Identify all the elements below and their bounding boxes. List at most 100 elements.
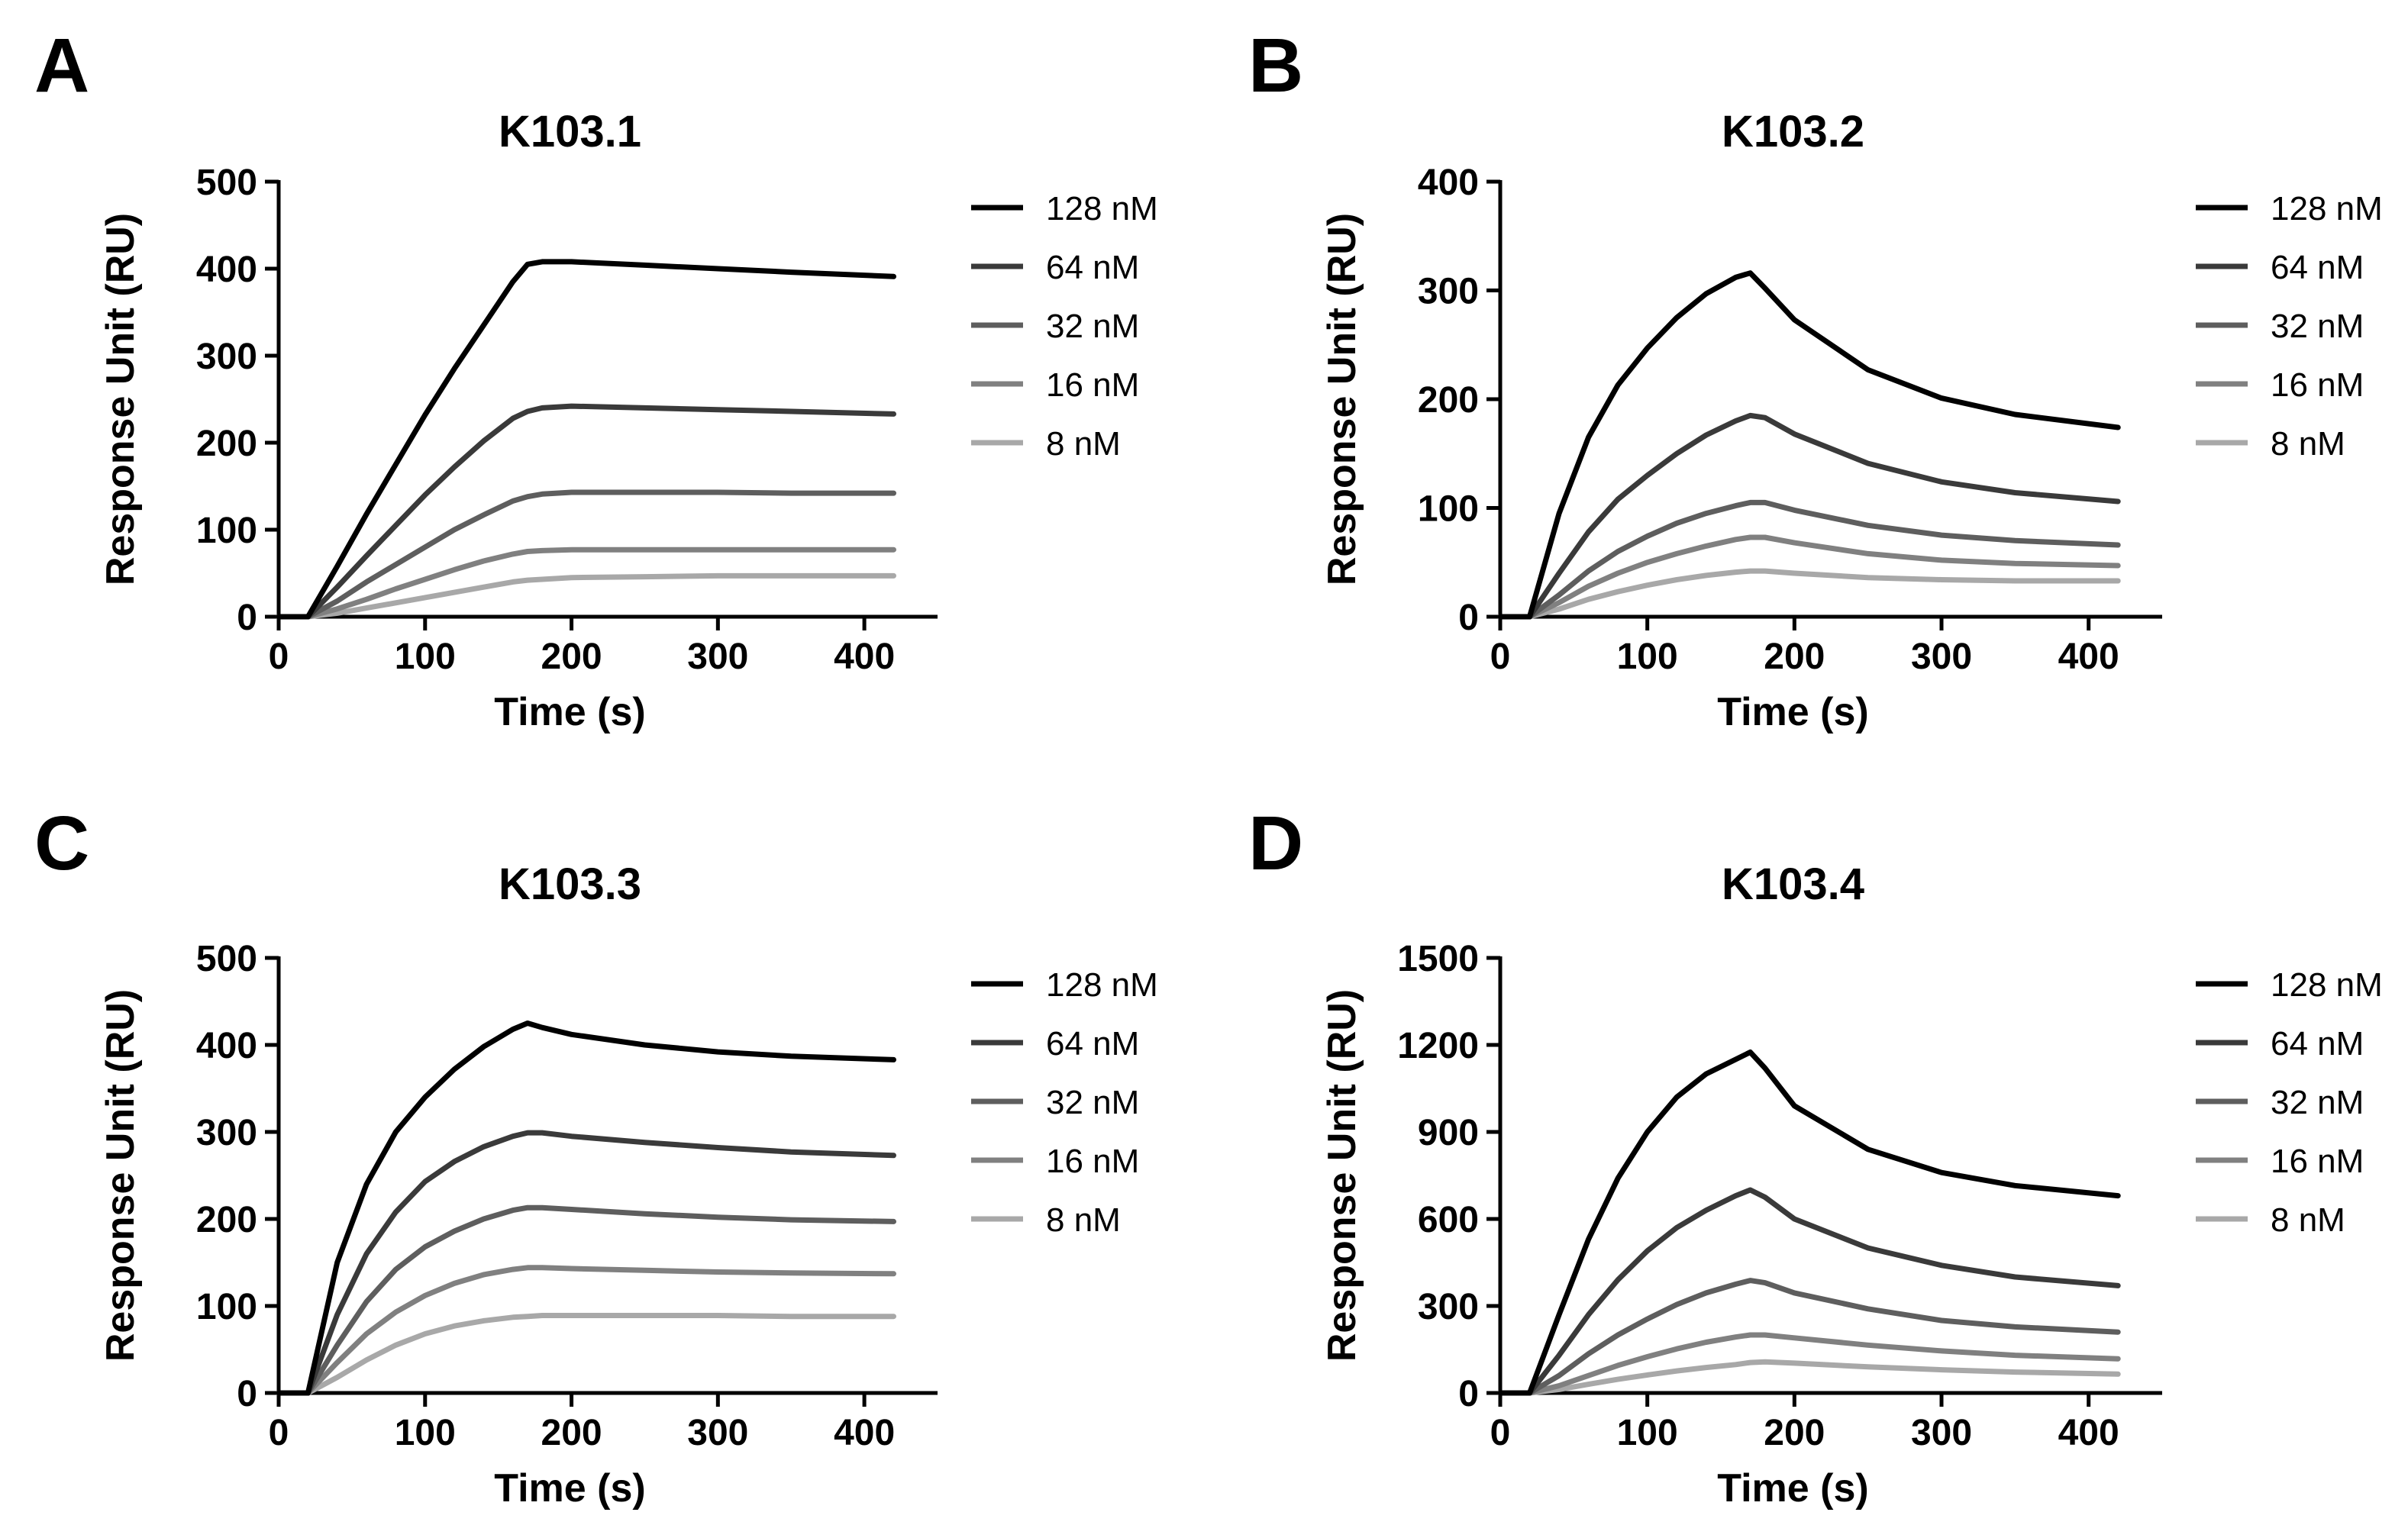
series-line-64-nm xyxy=(276,403,896,620)
series-line-32-nm xyxy=(1497,499,2121,620)
x-axis-label: Time (s) xyxy=(1717,690,1868,734)
y-tick-label: 200 xyxy=(196,1200,257,1240)
panel-label: A xyxy=(34,23,89,108)
x-tick-label: 200 xyxy=(1764,1413,1825,1453)
chart-title: K103.2 xyxy=(1722,107,1864,156)
panel-b: B K103.2 0 100 200 300 400 0 100 200 300 400 Time (s… xyxy=(1248,23,2383,734)
x-tick-label: 0 xyxy=(1490,1413,1511,1453)
y-tick-label: 300 xyxy=(1418,1287,1479,1327)
y-tick-label: 100 xyxy=(1418,489,1479,530)
legend-label: 64 nM xyxy=(1046,249,1139,286)
series-line-128-nm xyxy=(276,259,896,620)
y-tick-label: 400 xyxy=(1418,163,1479,203)
legend-label: 32 nM xyxy=(2271,1084,2364,1121)
y-tick-label: 900 xyxy=(1418,1113,1479,1153)
series-line-128-nm xyxy=(276,1020,896,1396)
panel-c: C K103.3 0 100 200 300 400 500 0 100 200 300 400 Time… xyxy=(34,801,1158,1511)
series-line-16-nm xyxy=(276,547,896,620)
legend-label: 128 nM xyxy=(2271,966,2383,1004)
legend-label: 8 nM xyxy=(2271,1201,2345,1239)
panel-label: D xyxy=(1248,801,1303,886)
x-tick-label: 100 xyxy=(395,637,456,677)
x-tick-label: 300 xyxy=(1911,637,1972,677)
series-line-128-nm xyxy=(1497,1050,2121,1396)
legend-label: 8 nM xyxy=(1046,425,1121,463)
x-tick-label: 0 xyxy=(269,1413,289,1453)
x-tick-label: 0 xyxy=(269,637,289,677)
series-line-16-nm xyxy=(1497,534,2121,620)
legend-label: 8 nM xyxy=(2271,425,2345,463)
panel-label: C xyxy=(34,801,89,886)
series-line-16-nm xyxy=(276,1265,896,1396)
legend-label: 64 nM xyxy=(2271,1025,2364,1062)
x-tick-label: 200 xyxy=(541,1413,602,1453)
y-axis-label: Response Unit (RU) xyxy=(1320,213,1364,585)
y-tick-label: 200 xyxy=(196,424,257,464)
x-tick-label: 300 xyxy=(1911,1413,1972,1453)
panel-d: D K103.4 0 300 600 900 1200 1500 0 100 200 300 400 Ti… xyxy=(1248,801,2383,1511)
legend-label: 64 nM xyxy=(2271,249,2364,286)
x-tick-label: 300 xyxy=(687,1413,748,1453)
chart-title: K103.4 xyxy=(1722,859,1864,909)
y-tick-label: 0 xyxy=(237,598,257,638)
legend-label: 32 nM xyxy=(2271,308,2364,345)
panel-label: B xyxy=(1248,23,1303,108)
legend-label: 8 nM xyxy=(1046,1201,1121,1239)
y-tick-label: 400 xyxy=(196,250,257,290)
x-tick-label: 400 xyxy=(2058,1413,2119,1453)
legend-label: 16 nM xyxy=(1046,1143,1139,1180)
series-line-16-nm xyxy=(1497,1332,2121,1396)
x-tick-label: 100 xyxy=(1617,637,1678,677)
y-tick-label: 300 xyxy=(196,337,257,377)
y-axis-label: Response Unit (RU) xyxy=(1320,989,1364,1362)
y-tick-label: 0 xyxy=(237,1374,257,1414)
x-axis-label: Time (s) xyxy=(494,1466,645,1511)
legend-label: 128 nM xyxy=(1046,966,1158,1004)
x-tick-label: 200 xyxy=(1764,637,1825,677)
x-tick-label: 400 xyxy=(2058,637,2119,677)
y-tick-label: 300 xyxy=(1418,272,1479,312)
y-tick-label: 100 xyxy=(196,511,257,551)
y-tick-label: 200 xyxy=(1418,380,1479,421)
y-tick-label: 1200 xyxy=(1397,1026,1479,1066)
series-line-32-nm xyxy=(276,1204,896,1396)
series-line-128-nm xyxy=(1497,270,2121,620)
series-line-8-nm xyxy=(276,1313,896,1396)
y-tick-label: 600 xyxy=(1418,1200,1479,1240)
legend-label: 16 nM xyxy=(2271,366,2364,404)
series-line-8-nm xyxy=(276,572,896,620)
x-tick-label: 0 xyxy=(1490,637,1511,677)
legend-label: 128 nM xyxy=(1046,190,1158,227)
series-line-32-nm xyxy=(1497,1278,2121,1396)
legend-label: 16 nM xyxy=(2271,1143,2364,1180)
y-tick-label: 400 xyxy=(196,1026,257,1066)
series-line-64-nm xyxy=(1497,412,2121,620)
y-tick-label: 500 xyxy=(196,163,257,203)
series-line-64-nm xyxy=(1497,1187,2121,1396)
y-axis-label: Response Unit (RU) xyxy=(98,989,143,1362)
x-tick-label: 400 xyxy=(834,1413,895,1453)
x-tick-label: 400 xyxy=(834,637,895,677)
chart-title: K103.1 xyxy=(499,107,641,156)
y-tick-label: 0 xyxy=(1458,1374,1479,1414)
series-line-64-nm xyxy=(276,1130,896,1396)
y-axis-label: Response Unit (RU) xyxy=(98,213,143,585)
panel-a: A K103.1 0 100 200 300 400 500 0 100 200 300 400 Time… xyxy=(34,23,1158,734)
y-tick-label: 0 xyxy=(1458,598,1479,638)
legend-label: 16 nM xyxy=(1046,366,1139,404)
x-tick-label: 200 xyxy=(541,637,602,677)
series-line-8-nm xyxy=(1497,1359,2121,1396)
x-tick-label: 300 xyxy=(687,637,748,677)
series-line-32-nm xyxy=(276,489,896,620)
y-tick-label: 100 xyxy=(196,1287,257,1327)
series-line-8-nm xyxy=(1497,568,2121,620)
y-tick-label: 500 xyxy=(196,939,257,979)
x-axis-label: Time (s) xyxy=(494,690,645,734)
y-tick-label: 1500 xyxy=(1397,939,1479,979)
legend-label: 32 nM xyxy=(1046,1084,1139,1121)
x-tick-label: 100 xyxy=(395,1413,456,1453)
legend-label: 32 nM xyxy=(1046,308,1139,345)
x-axis-label: Time (s) xyxy=(1717,1466,1868,1511)
y-tick-label: 300 xyxy=(196,1113,257,1153)
